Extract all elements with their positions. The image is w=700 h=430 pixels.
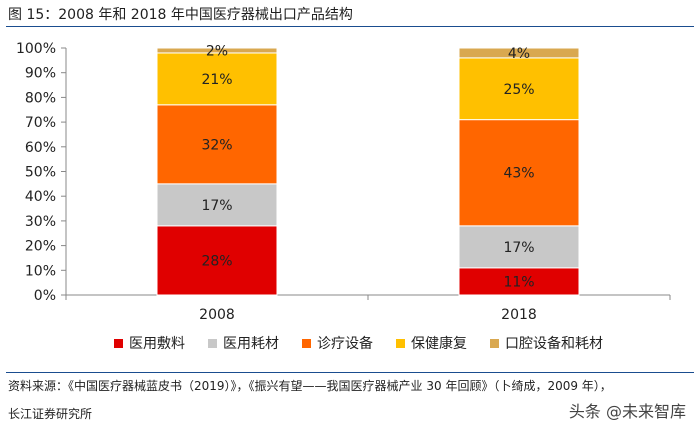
- y-tick-label: 20%: [25, 239, 56, 255]
- legend-label: 保健康复: [411, 335, 467, 352]
- y-tick-label: 70%: [25, 115, 56, 131]
- y-tick-label: 10%: [25, 263, 56, 279]
- data-label: 28%: [201, 253, 232, 269]
- bar-segment: [458, 47, 580, 59]
- bar-segment: [458, 119, 580, 227]
- bar-segment: [156, 225, 278, 296]
- data-label: 32%: [201, 137, 232, 153]
- y-tick-label: 80%: [25, 90, 56, 106]
- legend-label: 口腔设备和耗材: [505, 335, 603, 352]
- bar-segment: [156, 183, 278, 227]
- source-note: 资料来源：《中国医疗器械蓝皮书（2019）》，《振兴有望——我国医疗器械产业 3…: [8, 379, 612, 393]
- bar-segment: [458, 57, 580, 121]
- y-tick-label: 0%: [34, 288, 56, 304]
- bar-segment: [156, 47, 278, 54]
- data-label: 17%: [503, 240, 534, 256]
- legend-swatch: [490, 339, 499, 348]
- bar-segment: [156, 104, 278, 185]
- watermark: 头条 @未来智库: [564, 398, 690, 422]
- legend-swatch: [114, 339, 123, 348]
- legend-label: 医用敷料: [129, 336, 185, 352]
- stacked-bar-chart: 0% 10% 20% 30% 40% 50% 60% 70% 80% 90% 100% 28% 17% 3…: [16, 41, 671, 352]
- chart-title: 图 15：2008 年和 2018 年中国医疗器械出口产品结构: [8, 7, 353, 23]
- bar-segment: [458, 225, 580, 269]
- data-label: 43%: [503, 166, 534, 182]
- title-divider: [6, 26, 694, 27]
- data-label: 17%: [201, 198, 232, 214]
- footer-divider: [6, 372, 694, 373]
- bar-segment: [156, 52, 278, 106]
- data-label: 11%: [503, 274, 534, 290]
- legend-label: 诊疗设备: [317, 335, 373, 352]
- y-tick-label: 90%: [25, 66, 56, 82]
- org-name: 长江证券研究所: [8, 407, 93, 421]
- data-label: 4%: [508, 46, 530, 62]
- legend-swatch: [302, 339, 311, 348]
- data-label: 25%: [503, 82, 534, 98]
- y-tick-label: 40%: [25, 189, 56, 205]
- legend-swatch: [208, 339, 217, 348]
- data-label: 21%: [201, 72, 232, 88]
- y-tick-label: 60%: [25, 140, 56, 156]
- x-tick-label: 2008: [199, 307, 235, 323]
- legend-label: 医用耗材: [223, 336, 279, 352]
- y-tick-label: 100%: [16, 41, 56, 57]
- x-tick-label: 2018: [501, 307, 537, 323]
- legend-swatch: [396, 339, 405, 348]
- data-label: 2%: [206, 43, 228, 59]
- y-tick-label: 30%: [25, 214, 56, 230]
- y-tick-label: 50%: [25, 165, 56, 181]
